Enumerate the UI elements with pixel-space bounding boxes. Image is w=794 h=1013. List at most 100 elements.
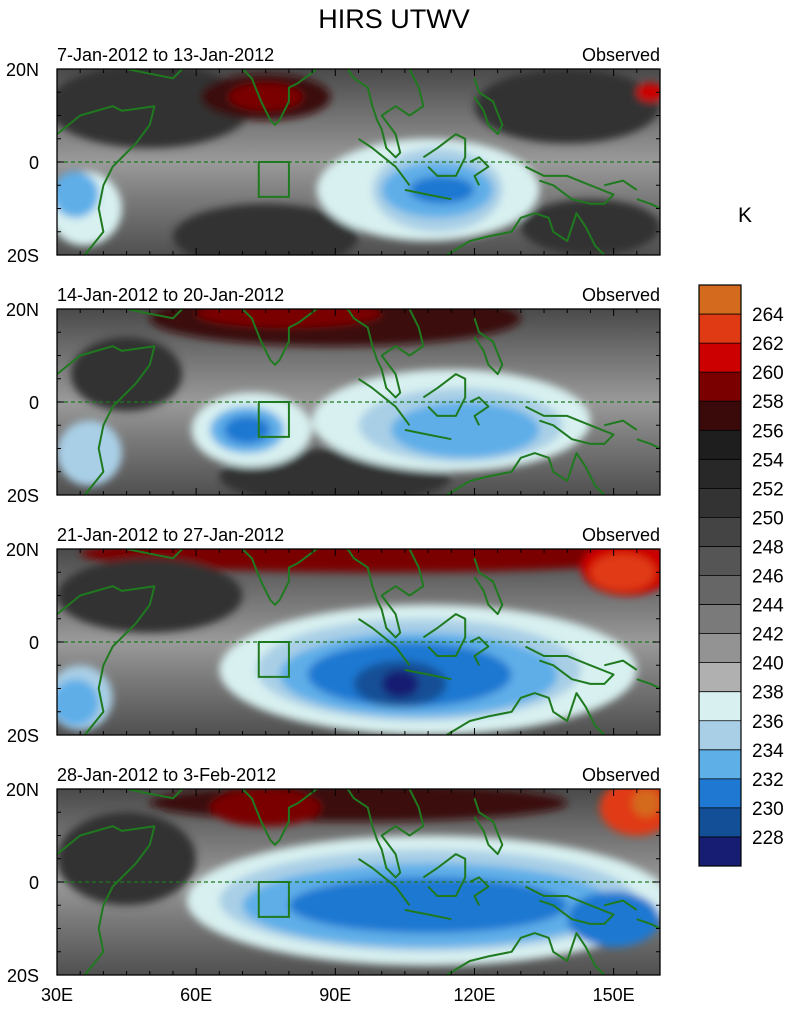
colorbar-label: 264 bbox=[752, 305, 784, 326]
colorbar-label: 242 bbox=[752, 625, 784, 646]
coastline bbox=[469, 876, 490, 906]
map-panel: 20N 0 20S 21-Jan-2012 to 27-Jan-2012 Observe… bbox=[6, 525, 661, 746]
colorbar-swatch bbox=[699, 778, 741, 809]
y-tick-label: 20S bbox=[7, 246, 39, 266]
contour-blob bbox=[288, 877, 568, 934]
panel-source-label: Observed bbox=[582, 45, 660, 65]
map-panel: 20N 0 20S 14-Jan-2012 to 20-Jan-2012 Observe… bbox=[6, 285, 661, 506]
colorbar-swatch bbox=[699, 285, 741, 315]
x-tick-label: 120E bbox=[453, 985, 495, 1005]
contour-field bbox=[57, 309, 660, 495]
colorbar-label: 260 bbox=[752, 363, 784, 384]
panel-source-label: Observed bbox=[582, 525, 660, 545]
region-box bbox=[257, 641, 290, 678]
chart-title: HIRS UTWV bbox=[318, 4, 470, 34]
colorbar-swatch bbox=[699, 314, 741, 344]
contour-blob bbox=[223, 415, 271, 444]
coastline bbox=[346, 69, 425, 159]
coastline bbox=[346, 309, 425, 399]
coastline bbox=[604, 899, 638, 911]
coastline bbox=[604, 419, 638, 431]
coastline bbox=[241, 309, 320, 366]
coastline bbox=[473, 317, 504, 376]
colorbar-label: 240 bbox=[752, 654, 784, 675]
coastline bbox=[604, 659, 638, 671]
colorbar-swatch bbox=[699, 836, 741, 867]
y-tick-label: 20S bbox=[7, 966, 39, 986]
region-box bbox=[257, 161, 290, 198]
colorbar-swatch bbox=[699, 343, 741, 373]
x-tick-label: 30E bbox=[41, 985, 73, 1005]
panel-source-label: Observed bbox=[582, 765, 660, 785]
coastline bbox=[525, 405, 615, 445]
colorbar-label: 262 bbox=[752, 334, 784, 355]
y-tick-label: 0 bbox=[29, 153, 39, 173]
colorbar-label: 234 bbox=[752, 741, 784, 762]
colorbar-swatch bbox=[699, 372, 741, 402]
colorbar-swatch bbox=[699, 749, 741, 780]
colorbar-label: 252 bbox=[752, 479, 784, 500]
coastline bbox=[422, 853, 467, 897]
colorbar-swatch bbox=[699, 517, 741, 547]
colorbar-label: 248 bbox=[752, 537, 784, 558]
y-tick-label: 20N bbox=[6, 540, 39, 560]
contour-blob bbox=[210, 789, 322, 827]
tick-marks bbox=[56, 788, 661, 976]
coastline bbox=[404, 188, 452, 201]
coastline bbox=[473, 557, 504, 616]
coastline bbox=[57, 585, 156, 735]
region-box bbox=[257, 401, 290, 438]
contour-blob bbox=[381, 669, 419, 698]
coastline bbox=[636, 678, 660, 690]
colorbar-label: 236 bbox=[752, 712, 784, 733]
colorbar-swatch bbox=[699, 430, 741, 460]
coastline bbox=[357, 617, 411, 666]
contour-blob bbox=[390, 402, 540, 458]
x-axis-labels: 30E 60E 90E 120E 150E bbox=[41, 985, 635, 1005]
contour-fill-layer bbox=[57, 549, 660, 735]
panel-date-label: 14-Jan-2012 to 20-Jan-2012 bbox=[57, 285, 284, 305]
colorbar-swatch bbox=[699, 662, 741, 693]
x-tick-label: 60E bbox=[180, 985, 212, 1005]
contour-field bbox=[57, 549, 660, 735]
tick-marks bbox=[56, 308, 661, 496]
coastline bbox=[525, 645, 615, 685]
coastline-layer bbox=[57, 309, 660, 495]
colorbar-swatch bbox=[699, 401, 741, 431]
y-tick-label: 20N bbox=[6, 60, 39, 80]
contour-blob bbox=[57, 812, 197, 906]
coastline bbox=[357, 377, 411, 426]
panel-source-label: Observed bbox=[582, 285, 660, 305]
colorbar-label: 232 bbox=[752, 770, 784, 791]
y-tick-label: 20N bbox=[6, 300, 39, 320]
contour-blob bbox=[57, 171, 99, 218]
map-panel: 20N 0 20S 28-Jan-2012 to 3-Feb-2012 Observed bbox=[6, 765, 661, 986]
panel-date-label: 7-Jan-2012 to 13-Jan-2012 bbox=[57, 45, 274, 65]
colorbar: 264 262 260 258 256 254 252 250 248 246 244 242 240 2… bbox=[698, 284, 784, 867]
coastline bbox=[126, 549, 184, 560]
colorbar-swatch bbox=[699, 488, 741, 518]
contour-field bbox=[57, 789, 660, 975]
colorbar-label: 244 bbox=[752, 596, 784, 617]
colorbar-swatch bbox=[699, 459, 741, 489]
y-tick-label: 0 bbox=[29, 393, 39, 413]
colorbar-swatch bbox=[699, 633, 741, 664]
colorbar-label: 246 bbox=[752, 567, 784, 588]
coastline bbox=[241, 69, 320, 126]
colorbar-swatch bbox=[699, 720, 741, 751]
colorbar-label: 256 bbox=[752, 421, 784, 442]
contour-blob bbox=[520, 199, 660, 255]
coastline bbox=[604, 179, 638, 191]
coastline bbox=[357, 137, 411, 186]
coastline bbox=[404, 668, 452, 681]
panel-group: 20N 0 20S 7-Jan-2012 to 13-Jan-2012 Observed… bbox=[6, 45, 661, 1005]
coastline-layer bbox=[57, 69, 660, 255]
contour-blob bbox=[474, 69, 660, 144]
coastline bbox=[446, 932, 606, 975]
coastline bbox=[446, 452, 606, 495]
y-tick-label: 0 bbox=[29, 873, 39, 893]
coastline bbox=[446, 212, 606, 255]
contour-blob bbox=[70, 336, 183, 412]
contour-fill-layer bbox=[57, 789, 660, 966]
